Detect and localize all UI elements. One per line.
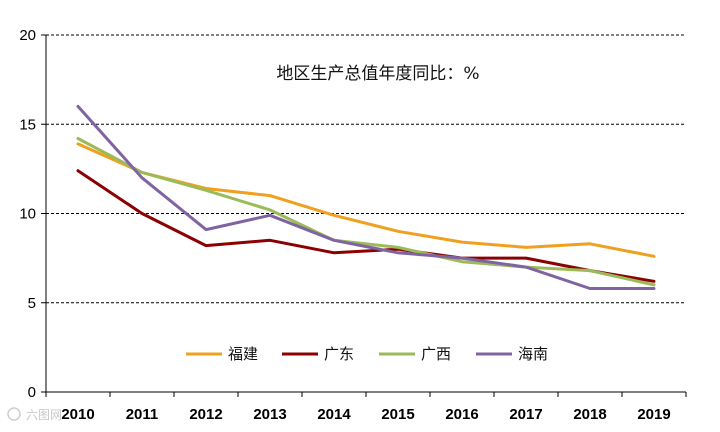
legend: 福建 广东 广西 海南 <box>186 345 548 363</box>
data-point-3-8 <box>589 287 592 290</box>
data-point-3-1 <box>141 176 144 179</box>
data-point-1-3 <box>269 239 272 242</box>
y-tick-label-10: 10 <box>19 206 36 223</box>
data-point-3-5 <box>397 251 400 254</box>
chart-title: 地区生产总值年度同比：% <box>276 64 479 84</box>
data-point-0-5 <box>397 230 400 233</box>
data-point-2-1 <box>141 171 144 174</box>
watermark: 六图网 <box>7 407 62 422</box>
watermark-text: 六图网 <box>26 408 62 422</box>
data-point-1-0 <box>77 169 80 172</box>
data-point-3-4 <box>333 239 336 242</box>
data-point-1-2 <box>205 244 208 247</box>
x-tick-label-2012: 2012 <box>189 406 222 423</box>
x-tick-label-2016: 2016 <box>445 406 478 423</box>
series-line-1 <box>76 169 656 283</box>
data-point-3-9 <box>653 287 656 290</box>
series-line-0 <box>76 142 656 258</box>
legend-label-3: 海南 <box>518 345 548 363</box>
data-point-2-3 <box>269 208 272 211</box>
series-line-3 <box>76 104 656 290</box>
data-point-0-6 <box>461 241 464 244</box>
y-tick-label-0: 0 <box>28 384 36 401</box>
series-lines <box>76 104 656 290</box>
data-point-2-2 <box>205 189 208 192</box>
data-point-0-7 <box>525 246 528 249</box>
x-tick-label-2017: 2017 <box>509 406 542 423</box>
x-tick-label-2013: 2013 <box>253 406 286 423</box>
series-line-2 <box>76 137 656 287</box>
legend-label-0: 福建 <box>228 345 258 363</box>
data-point-3-3 <box>269 214 272 217</box>
x-tick-label-2018: 2018 <box>573 406 606 423</box>
data-point-0-4 <box>333 214 336 217</box>
data-point-3-0 <box>77 105 80 108</box>
watermark-logo-icon <box>7 407 21 421</box>
data-point-3-6 <box>461 257 464 260</box>
data-point-2-9 <box>653 283 656 286</box>
data-point-3-7 <box>525 266 528 269</box>
legend-label-1: 广东 <box>324 345 354 363</box>
x-tick-label-2019: 2019 <box>637 406 670 423</box>
x-tick-label-2010: 2010 <box>61 406 94 423</box>
y-tick-label-20: 20 <box>19 27 36 44</box>
data-point-1-7 <box>525 257 528 260</box>
data-point-2-6 <box>461 260 464 263</box>
data-point-1-1 <box>141 212 144 215</box>
x-tick-label-2011: 2011 <box>126 406 159 423</box>
data-point-2-5 <box>397 246 400 249</box>
y-tick-label-15: 15 <box>19 116 36 133</box>
data-point-2-8 <box>589 269 592 272</box>
x-tick-label-2015: 2015 <box>381 406 414 423</box>
legend-label-2: 广西 <box>421 345 451 363</box>
data-point-3-2 <box>205 228 208 231</box>
x-tick-label-2014: 2014 <box>317 406 351 423</box>
data-point-0-8 <box>589 242 592 245</box>
data-point-0-9 <box>653 255 656 258</box>
axes: 0 5 10 15 20 2010 2011 2012 2013 2014 2015 2016 2017… <box>19 27 687 423</box>
data-point-0-3 <box>269 194 272 197</box>
data-point-0-0 <box>77 142 80 145</box>
data-point-1-4 <box>333 251 336 254</box>
y-tick-label-5: 5 <box>28 295 36 312</box>
data-point-1-9 <box>653 280 656 283</box>
data-point-2-0 <box>77 137 80 140</box>
gridlines <box>46 34 686 304</box>
